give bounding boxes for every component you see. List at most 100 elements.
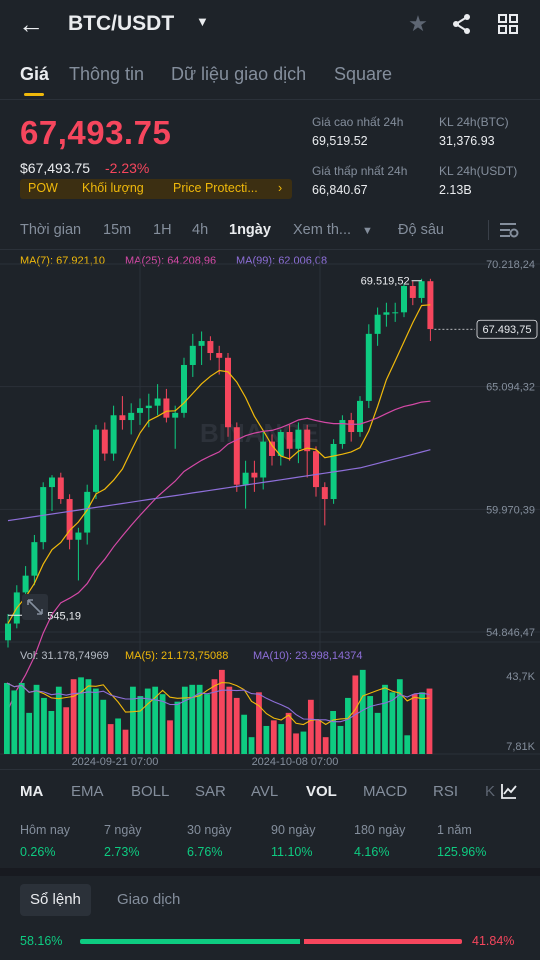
volume-bar xyxy=(337,725,344,754)
back-arrow-icon[interactable]: ← xyxy=(18,9,44,39)
tag-price-protection[interactable]: Price Protecti... xyxy=(173,181,258,195)
indicator-settings-icon[interactable] xyxy=(500,782,518,805)
volume-bar xyxy=(26,712,33,754)
star-icon[interactable]: ★ xyxy=(408,11,428,36)
perf-value: 125.96% xyxy=(437,845,487,859)
expand-icon[interactable] xyxy=(22,594,48,620)
high-24h-value: 69,519.52 xyxy=(312,134,368,148)
volume-bar xyxy=(300,731,307,754)
high-24h-label: Giá cao nhất 24h xyxy=(312,115,404,129)
volume-bar xyxy=(211,679,218,754)
volume-bar xyxy=(241,714,248,754)
volume-bar xyxy=(92,688,99,754)
volume-bar xyxy=(382,684,388,754)
tf-more[interactable]: Xem th... xyxy=(293,222,352,238)
candle xyxy=(304,429,311,452)
candle xyxy=(225,357,231,428)
chart-settings-icon[interactable] xyxy=(498,220,520,245)
volume-bar xyxy=(152,686,159,754)
tf-time[interactable]: Thời gian xyxy=(20,222,82,238)
candle xyxy=(31,542,38,576)
candle xyxy=(260,441,267,478)
ind-rsi[interactable]: RSI xyxy=(433,783,459,800)
vol-ma5-line xyxy=(6,682,430,726)
vol-label: Vol: 31.178,74969 xyxy=(20,650,109,662)
tab-trades[interactable]: Giao dịch xyxy=(117,891,181,908)
volume-bar xyxy=(367,696,374,754)
volume-bar xyxy=(374,712,381,754)
candle xyxy=(137,408,143,413)
ind-k[interactable]: K xyxy=(485,783,496,800)
tf-more-caret-icon[interactable]: ▼ xyxy=(362,225,373,237)
tag-volume[interactable]: Khối lượng xyxy=(82,181,144,195)
tag-pow[interactable]: POW xyxy=(28,181,58,195)
candle xyxy=(348,420,355,433)
ind-macd[interactable]: MACD xyxy=(363,783,408,800)
chevron-right-icon[interactable]: › xyxy=(278,181,283,195)
ind-avl[interactable]: AVL xyxy=(251,783,279,800)
volume-bar xyxy=(100,699,107,754)
volume-bar xyxy=(411,694,418,754)
sell-percent: 41.84% xyxy=(472,934,515,948)
volume-bar xyxy=(70,679,77,754)
tf-1day[interactable]: 1ngày xyxy=(229,222,271,238)
tab-price[interactable]: Giá xyxy=(20,64,50,84)
tab-square[interactable]: Square xyxy=(334,64,393,84)
volume-bar xyxy=(359,669,366,754)
last-price-box xyxy=(476,319,538,339)
candle xyxy=(418,281,425,298)
candle xyxy=(22,575,29,593)
vol-usdt-value: 2.13B xyxy=(439,183,472,197)
tab-orderbook[interactable]: Sổ lệnh xyxy=(20,884,91,916)
x-tick-label: 2024-09-21 07:00 xyxy=(72,756,159,768)
candle xyxy=(321,487,328,500)
candle xyxy=(401,285,407,313)
volume-bar xyxy=(256,692,262,754)
y-tick-label: 59.970,39 xyxy=(486,504,535,516)
candle xyxy=(383,312,390,315)
top-bar: ← BTC/USDT ▼ ★ xyxy=(0,0,540,52)
volume-bar xyxy=(33,684,40,754)
tf-15m[interactable]: 15m xyxy=(103,222,132,238)
candle xyxy=(365,333,372,401)
low-24h-label: Giá thấp nhất 24h xyxy=(312,164,408,178)
grid-icon[interactable] xyxy=(494,10,522,38)
volume-bar xyxy=(204,694,210,754)
tag-bar[interactable]: POW Khối lượng Price Protecti... › xyxy=(20,179,292,199)
candle xyxy=(66,499,73,540)
divider xyxy=(488,220,489,240)
ind-ema[interactable]: EMA xyxy=(71,783,104,800)
volume-bar xyxy=(4,682,10,754)
volume-bar xyxy=(174,701,181,754)
buy-percent: 58.16% xyxy=(20,934,63,948)
candle xyxy=(145,405,152,409)
volume-bar xyxy=(115,718,121,754)
tf-4h[interactable]: 4h xyxy=(192,222,209,238)
perf-value: 4.16% xyxy=(354,845,390,859)
candle xyxy=(172,412,179,418)
tab-trading-data[interactable]: Dữ liệu giao dịch xyxy=(171,64,307,84)
high-price-label: 69.519,52 xyxy=(361,276,410,288)
trading-pair-title[interactable]: BTC/USDT xyxy=(68,12,175,35)
ind-vol[interactable]: VOL xyxy=(306,783,337,800)
caret-down-icon[interactable]: ▼ xyxy=(196,14,209,29)
candle xyxy=(198,341,205,346)
volume-bar xyxy=(122,729,129,754)
candle xyxy=(392,312,399,314)
candlestick-chart[interactable]: BINANCE70.218,2465.094,3259.970,3954.846… xyxy=(0,250,540,770)
volume-bar xyxy=(144,688,151,754)
volume-bar xyxy=(181,686,188,754)
volume-bar xyxy=(196,684,203,754)
share-icon[interactable] xyxy=(448,10,476,38)
volume-bar xyxy=(315,720,322,754)
volume-bar xyxy=(78,677,84,754)
tab-info[interactable]: Thông tin xyxy=(69,64,145,84)
ind-ma[interactable]: MA xyxy=(20,783,44,800)
ind-sar[interactable]: SAR xyxy=(195,783,226,800)
volume-bar xyxy=(270,720,277,754)
tf-1h[interactable]: 1H xyxy=(153,222,172,238)
tf-depth[interactable]: Độ sâu xyxy=(398,222,444,238)
volume-bar xyxy=(159,694,166,754)
ind-boll[interactable]: BOLL xyxy=(131,783,170,800)
candle xyxy=(110,415,117,454)
